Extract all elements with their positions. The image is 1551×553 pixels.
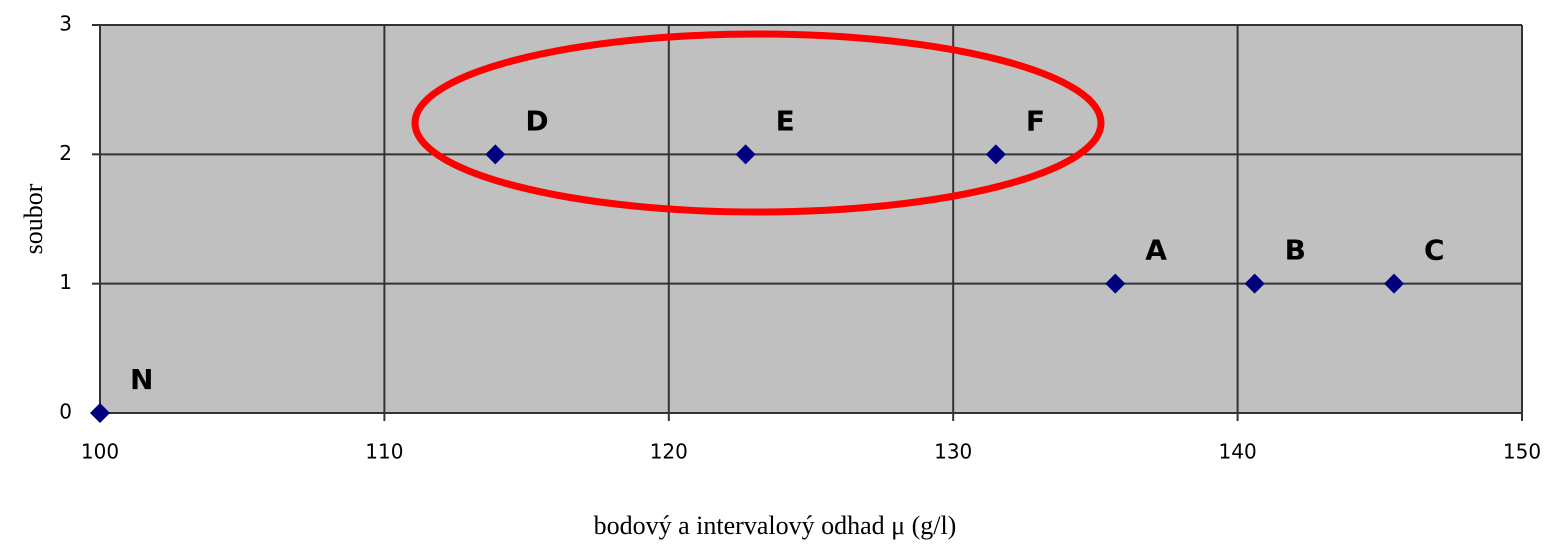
- point-label: D: [525, 104, 548, 137]
- plot-area: [100, 25, 1522, 413]
- y-tick-label: 3: [59, 12, 72, 36]
- point: [735, 144, 756, 165]
- y-tick-label: 0: [59, 400, 72, 424]
- point: [1105, 273, 1126, 294]
- x-tick-label: 100: [81, 440, 119, 464]
- x-tick-label: 140: [1219, 440, 1257, 464]
- point: [985, 144, 1006, 165]
- y-axis-title: soubor: [19, 183, 48, 254]
- x-axis-title: bodový a intervalový odhad μ (g/l): [594, 511, 957, 540]
- point: [1244, 273, 1265, 294]
- x-tick-label: 110: [365, 440, 403, 464]
- y-tick-label: 2: [59, 141, 72, 165]
- y-tick-label: 1: [59, 270, 72, 294]
- point-label: C: [1424, 234, 1445, 267]
- point-label: B: [1285, 234, 1306, 267]
- point-label: N: [130, 363, 153, 396]
- highlight-ellipse: [411, 30, 1105, 216]
- x-tick-label: 130: [934, 440, 972, 464]
- marks: 0 1 2 3 100 110 120 130 140 150 N D E F A B C: [59, 12, 1541, 464]
- point: [485, 144, 506, 165]
- point: [90, 403, 110, 423]
- point-label: A: [1145, 234, 1167, 267]
- point-label: F: [1026, 104, 1045, 137]
- point-label: E: [776, 104, 795, 137]
- x-tick-label: 150: [1503, 440, 1541, 464]
- x-tick-label: 120: [650, 440, 688, 464]
- point: [1384, 273, 1405, 294]
